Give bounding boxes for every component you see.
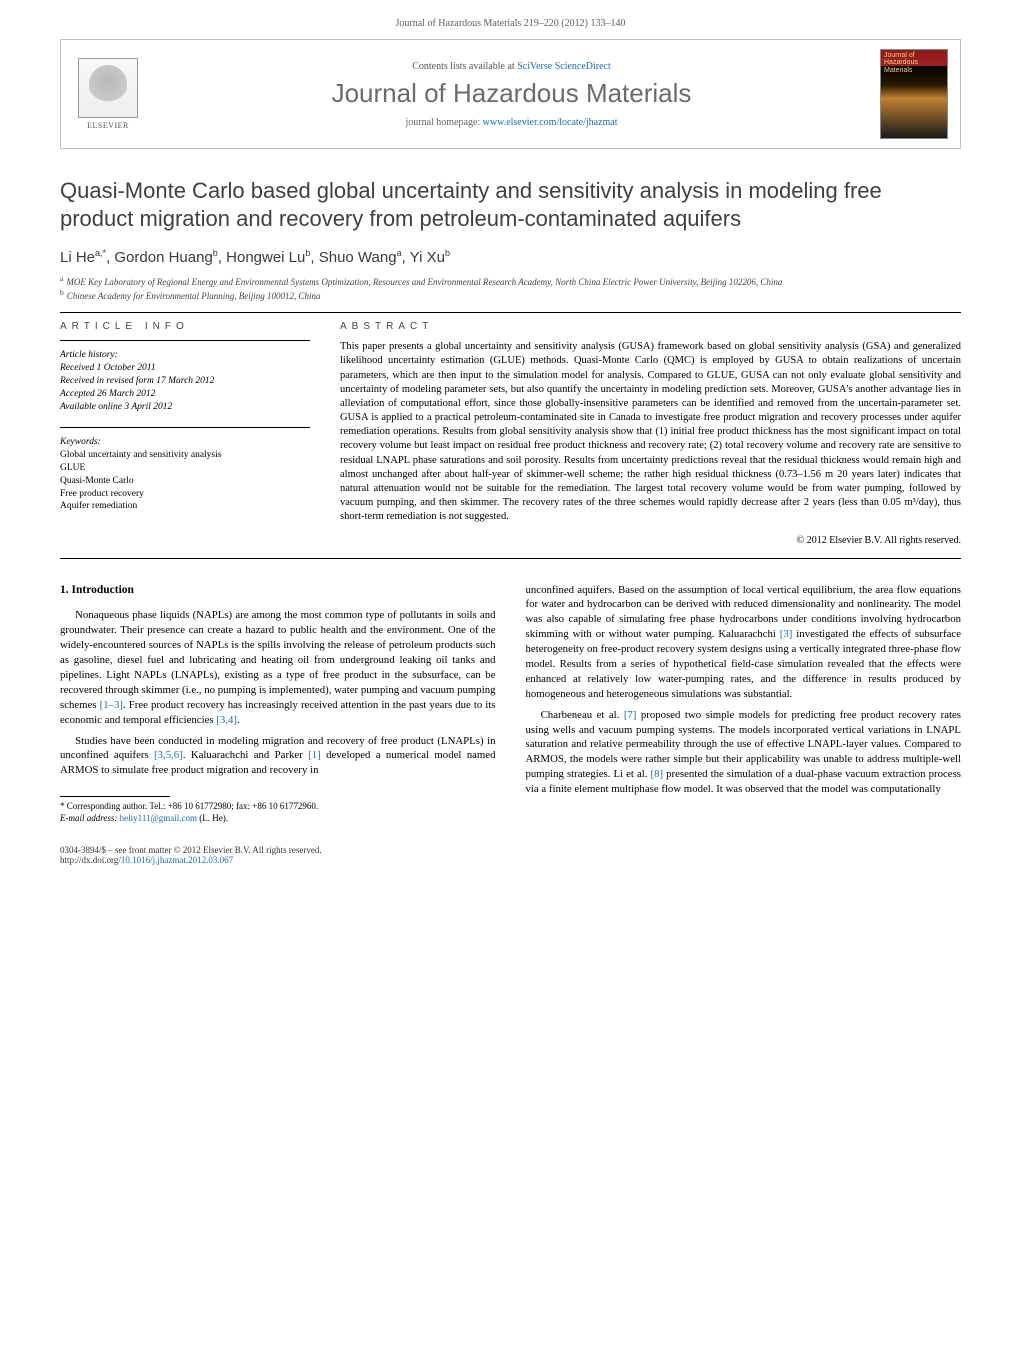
cite-3b[interactable]: [3] — [780, 628, 793, 640]
corresponding-author-footnote: * Corresponding author. Tel.: +86 10 617… — [60, 801, 496, 824]
footer-frontmatter: 0304-3894/$ – see front matter © 2012 El… — [60, 845, 961, 855]
footer-doi-prefix: http://dx.doi.org/ — [60, 855, 121, 865]
footnote-email-line: E-mail address: heliy111@gmail.com (L. H… — [60, 813, 496, 825]
p2-b: . Kaluarachchi and Parker — [183, 749, 308, 761]
section-1-heading: 1. Introduction — [60, 583, 496, 599]
cite-8[interactable]: [8] — [651, 768, 664, 780]
journal-banner: ELSEVIER Contents lists available at Sci… — [60, 39, 961, 149]
info-abstract-row: article info Article history: Received 1… — [60, 321, 961, 558]
keyword-4: Free product recovery — [60, 488, 310, 501]
footnote-email-suffix: (L. He). — [199, 813, 228, 823]
footer-doi-line: http://dx.doi.org/10.1016/j.jhazmat.2012… — [60, 855, 961, 865]
footnote-email-link[interactable]: heliy111@gmail.com — [120, 813, 197, 823]
elsevier-logo: ELSEVIER — [73, 52, 143, 137]
homepage-link[interactable]: www.elsevier.com/locate/jhazmat — [483, 117, 618, 128]
article-info-column: article info Article history: Received 1… — [60, 321, 310, 545]
banner-center: Contents lists available at SciVerse Sci… — [143, 61, 880, 128]
footnote-email-label: E-mail address: — [60, 813, 120, 823]
elsevier-tree-icon — [78, 58, 138, 118]
intro-para-1: Nonaqueous phase liquids (NAPLs) are amo… — [60, 608, 496, 727]
contents-line: Contents lists available at SciVerse Sci… — [143, 61, 880, 72]
keyword-5: Aquifer remediation — [60, 500, 310, 513]
authors-line: Li Hea,*, Gordon Huangb, Hongwei Lub, Sh… — [60, 248, 961, 266]
cover-badge-l1: Journal of — [884, 52, 918, 59]
abstract-text: This paper presents a global uncertainty… — [340, 340, 961, 524]
cite-1-3[interactable]: [1–3] — [100, 699, 123, 711]
rule-top — [60, 312, 961, 313]
keywords-head: Keywords: — [60, 436, 310, 449]
cover-badge-l3: Materials — [884, 67, 918, 74]
affil-a-sup: a — [60, 274, 63, 283]
history-head: Article history: — [60, 349, 310, 362]
affil-b-text: Chinese Academy for Environmental Planni… — [67, 291, 321, 301]
body-columns: 1. Introduction Nonaqueous phase liquids… — [60, 583, 961, 825]
cover-badge: Journal of Hazardous Materials — [884, 52, 918, 74]
article-info-label: article info — [60, 321, 310, 332]
running-head-citation: Journal of Hazardous Materials 219–220 (… — [0, 0, 1021, 39]
keyword-3: Quasi-Monte Carlo — [60, 475, 310, 488]
page-footer: 0304-3894/$ – see front matter © 2012 El… — [60, 845, 961, 865]
intro-para-3: unconfined aquifers. Based on the assump… — [526, 583, 962, 702]
p4-a: Charbeneau et al. — [541, 709, 624, 721]
body-column-left: 1. Introduction Nonaqueous phase liquids… — [60, 583, 496, 825]
footnote-rule — [60, 796, 170, 797]
journal-cover-thumb: Journal of Hazardous Materials — [880, 49, 948, 139]
homepage-line: journal homepage: www.elsevier.com/locat… — [143, 117, 880, 128]
cite-3-5-6[interactable]: [3,5,6] — [154, 749, 183, 761]
affiliations: aMOE Key Laboratory of Regional Energy a… — [60, 274, 961, 302]
cite-3-4[interactable]: [3,4] — [216, 714, 237, 726]
history-accepted: Accepted 26 March 2012 — [60, 388, 310, 401]
keyword-2: GLUE — [60, 462, 310, 475]
history-revised: Received in revised form 17 March 2012 — [60, 375, 310, 388]
journal-name: Journal of Hazardous Materials — [143, 78, 880, 109]
p1-b: . Free product recovery has increasingly… — [60, 699, 496, 726]
cite-1[interactable]: [1] — [308, 749, 321, 761]
footer-doi-link[interactable]: 10.1016/j.jhazmat.2012.03.067 — [121, 855, 233, 865]
keywords-block: Keywords: Global uncertainty and sensiti… — [60, 436, 310, 513]
p1-c: . — [237, 714, 240, 726]
article-header: Quasi-Monte Carlo based global uncertain… — [60, 177, 961, 559]
info-rule-2 — [60, 427, 310, 428]
info-rule-1 — [60, 340, 310, 341]
affiliation-a: aMOE Key Laboratory of Regional Energy a… — [60, 274, 961, 288]
cite-7[interactable]: [7] — [624, 709, 637, 721]
intro-para-2: Studies have been conducted in modeling … — [60, 734, 496, 779]
affil-b-sup: b — [60, 288, 64, 297]
abstract-copyright: © 2012 Elsevier B.V. All rights reserved… — [340, 535, 961, 546]
article-title: Quasi-Monte Carlo based global uncertain… — [60, 177, 961, 232]
homepage-prefix: journal homepage: — [405, 117, 482, 128]
elsevier-label: ELSEVIER — [87, 121, 129, 130]
history-online: Available online 3 April 2012 — [60, 401, 310, 414]
history-received: Received 1 October 2011 — [60, 362, 310, 375]
p1-a: Nonaqueous phase liquids (NAPLs) are amo… — [60, 609, 496, 710]
footnote-corr: * Corresponding author. Tel.: +86 10 617… — [60, 801, 496, 813]
article-history: Article history: Received 1 October 2011… — [60, 349, 310, 413]
abstract-label: abstract — [340, 321, 961, 332]
sciencedirect-link[interactable]: SciVerse ScienceDirect — [517, 61, 611, 72]
keyword-1: Global uncertainty and sensitivity analy… — [60, 449, 310, 462]
affiliation-b: bChinese Academy for Environmental Plann… — [60, 288, 961, 302]
abstract-column: abstract This paper presents a global un… — [340, 321, 961, 545]
affil-a-text: MOE Key Laboratory of Regional Energy an… — [66, 277, 782, 287]
cover-badge-l2: Hazardous — [884, 59, 918, 66]
intro-para-4: Charbeneau et al. [7] proposed two simpl… — [526, 708, 962, 797]
body-column-right: unconfined aquifers. Based on the assump… — [526, 583, 962, 825]
contents-prefix: Contents lists available at — [412, 61, 517, 72]
